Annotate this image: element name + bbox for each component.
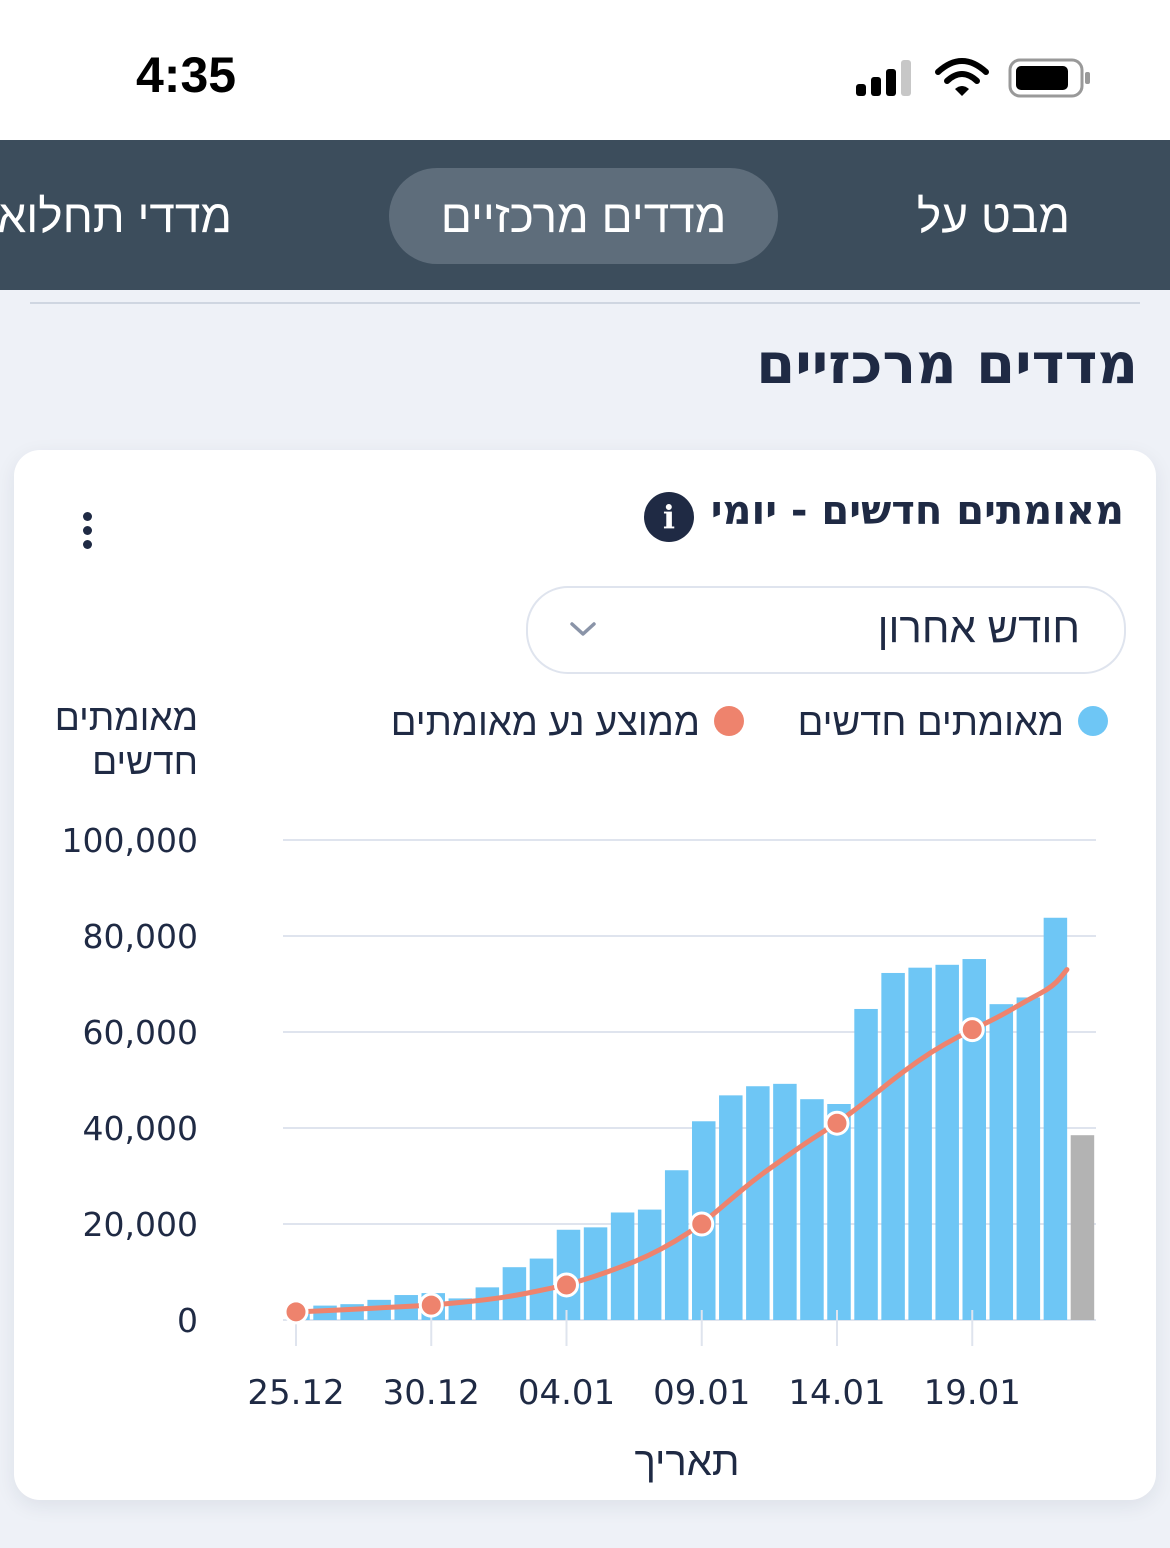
bar (746, 1086, 770, 1320)
cellular-signal-icon (856, 60, 911, 96)
y-tick-label: 80,000 (83, 917, 198, 956)
moving-average-marker (824, 1110, 850, 1136)
info-icon[interactable]: i (644, 492, 694, 542)
bar (1043, 917, 1068, 1320)
time-range-value: חודש אחרון (877, 604, 1080, 651)
page-title: מדדים מרכזיים (756, 332, 1138, 397)
x-axis-title: תאריך (634, 1440, 739, 1484)
card-title: מאומתים חדשים - יומי (710, 488, 1124, 534)
y-tick-label: 100,000 (62, 821, 198, 860)
legend-item-new-confirmed[interactable]: מאומתים חדשים (798, 702, 1108, 745)
chevron-down-icon (570, 622, 596, 636)
bar (962, 959, 986, 1320)
tab-overview[interactable]: מבט על (916, 190, 1070, 242)
moving-average-marker (689, 1211, 715, 1237)
legend-dot-new-confirmed (1078, 705, 1108, 736)
y-tick-label: 0 (177, 1301, 198, 1340)
divider (30, 302, 1140, 304)
bar (989, 1004, 1014, 1320)
tab-key-metrics[interactable]: מדדים מרכזיים (389, 168, 778, 264)
y-tick-label: 40,000 (83, 1109, 198, 1148)
x-tick-label: 19.01 (924, 1373, 1021, 1413)
chart-card: מאומתים חדשים - יומי i חודש אחרון מאומתי… (14, 450, 1156, 1500)
moving-average-marker (959, 1017, 985, 1043)
moving-average-marker (283, 1299, 309, 1325)
x-tick-label: 09.01 (653, 1373, 750, 1413)
bar (881, 972, 905, 1320)
x-tick-label: 30.12 (383, 1373, 480, 1413)
moving-average-marker (554, 1272, 579, 1298)
tab-morbidity-metrics[interactable]: מדדי תחלואה (0, 190, 232, 242)
y-axis-label-line: מאומתים (55, 697, 198, 738)
legend-item-moving-average[interactable]: ממוצע נע מאומתים (391, 702, 744, 745)
bar-partial-day (1070, 1135, 1095, 1320)
legend-label-new-confirmed: מאומתים חדשים (797, 702, 1064, 744)
bar (719, 1095, 743, 1320)
x-tick-label: 25.12 (247, 1373, 344, 1413)
y-tick-label: 60,000 (83, 1013, 198, 1052)
bar (1016, 997, 1041, 1320)
bar (637, 1209, 662, 1320)
bar (854, 1008, 878, 1320)
more-options-icon[interactable] (74, 508, 104, 552)
wifi-icon (935, 58, 989, 96)
bar (935, 964, 959, 1320)
x-tick-label: 14.01 (788, 1373, 885, 1413)
bar (800, 1099, 824, 1320)
x-tick-label: 04.01 (518, 1373, 615, 1413)
time-range-select[interactable]: חודש אחרון (526, 586, 1126, 674)
legend-dot-moving-average (714, 705, 744, 736)
y-tick-label: 20,000 (83, 1205, 198, 1244)
y-axis-label-line: חדשים (92, 741, 198, 782)
moving-average-marker (418, 1292, 444, 1318)
bar (475, 1287, 500, 1320)
bar (664, 1170, 689, 1320)
tab-bar: מדדים מרכזיים מבט על מדדי תחלואה (0, 140, 1170, 290)
bar (827, 1104, 851, 1320)
bar (908, 967, 932, 1320)
moving-average-line (293, 967, 1070, 1315)
legend-label-moving-average: ממוצע נע מאומתים (390, 702, 700, 744)
status-time: 4:35 (136, 47, 237, 103)
status-bar: 4:35 (0, 0, 1170, 140)
battery-icon (1008, 58, 1090, 98)
bar (773, 1083, 797, 1320)
